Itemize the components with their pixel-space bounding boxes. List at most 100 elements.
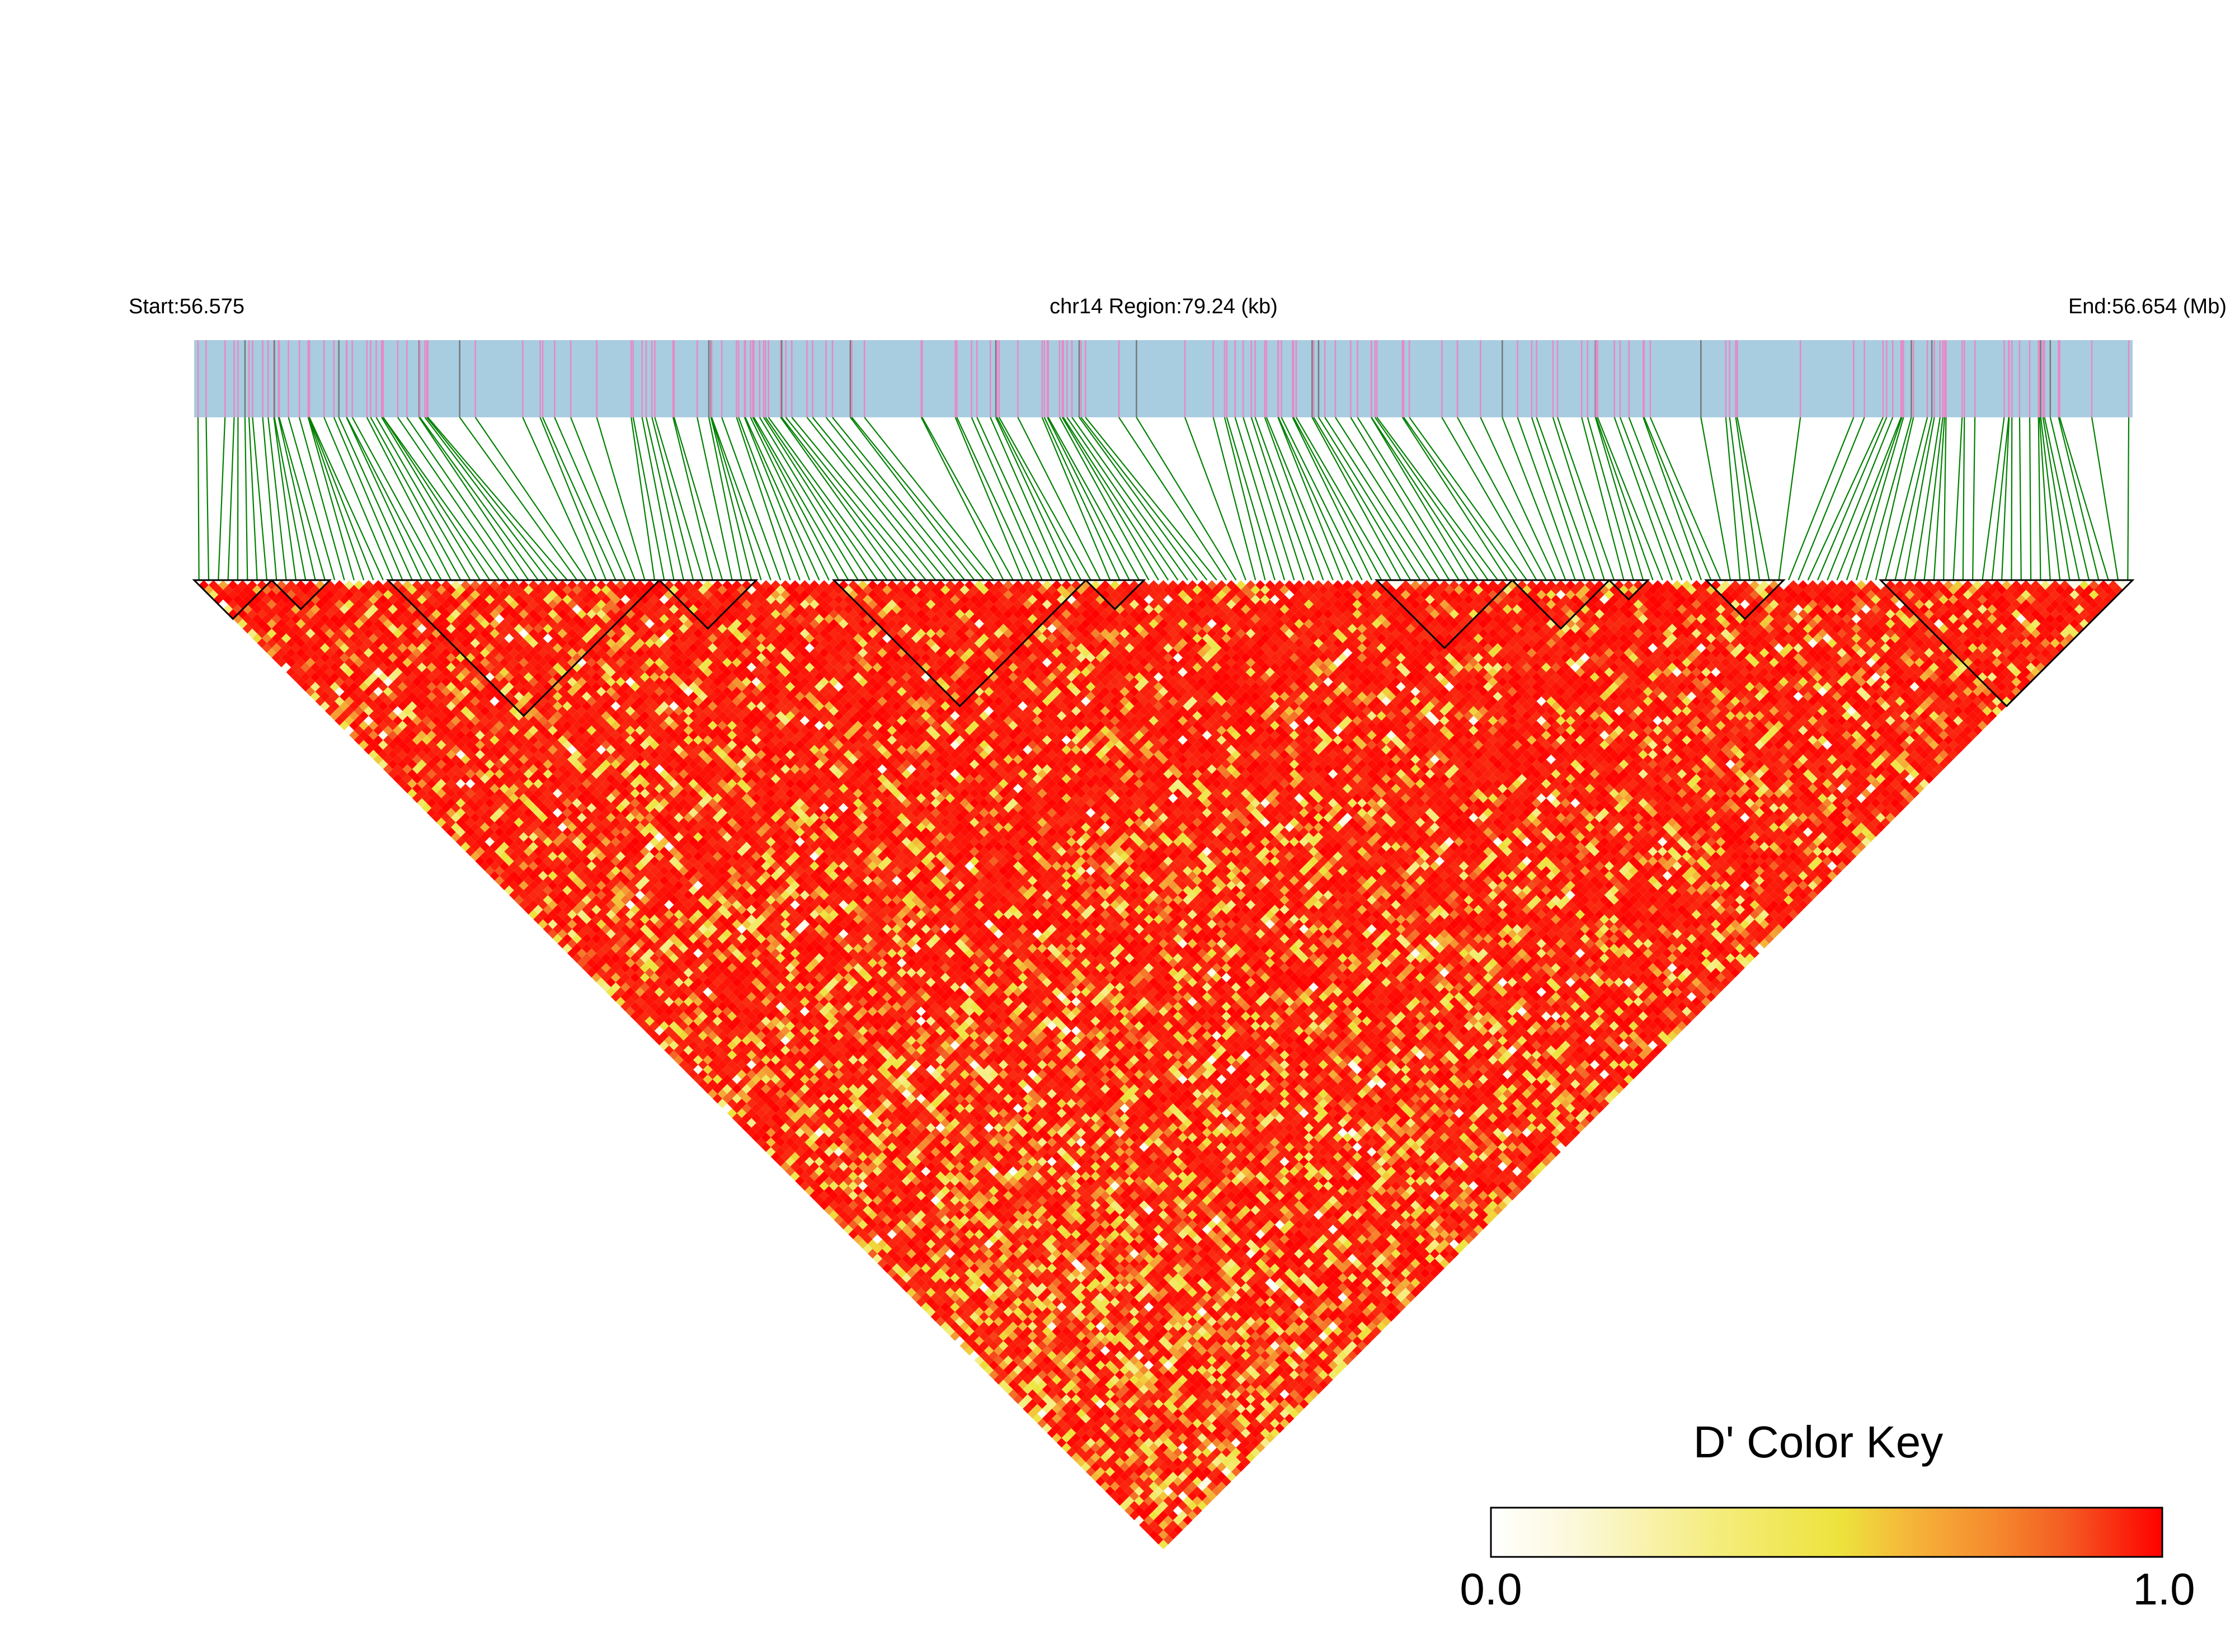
ld-cell [635, 1006, 645, 1016]
ld-cell [877, 1249, 887, 1259]
ld-cell [354, 735, 364, 745]
snp-connector-line [1085, 417, 1217, 581]
snp-connector-line [570, 417, 636, 581]
ld-cell [766, 1137, 776, 1147]
snp-connector-line [2001, 417, 2010, 581]
snp-connector-line [710, 417, 752, 581]
ld-cell [1139, 1510, 1149, 1521]
snp-connector-line [2038, 417, 2041, 581]
ld-cell [533, 885, 543, 896]
snp-connector-line [279, 417, 326, 581]
ld-cell [305, 686, 316, 696]
snp-connector-line [1856, 417, 1904, 581]
ld-cell [945, 1316, 956, 1327]
ld-cell [1134, 1496, 1144, 1506]
ld-cell [935, 1316, 945, 1327]
snp-connector-line [1700, 417, 1731, 581]
region-title: chr14 Region:79.24 (kb) [1050, 295, 1278, 318]
ld-cell [339, 721, 350, 731]
ld-cell [974, 1345, 984, 1356]
snp-connector-line [1079, 417, 1198, 581]
ld-cell [799, 1152, 810, 1162]
ld-cell [484, 846, 495, 856]
ld-cell [1052, 1433, 1062, 1443]
ld-cell [499, 851, 510, 862]
ld-cell [324, 677, 335, 687]
ld-cell [1023, 1394, 1033, 1404]
ld-cell [810, 1190, 820, 1201]
snp-connector-line [539, 417, 607, 581]
ld-cell [863, 1234, 873, 1244]
ld-cell [548, 900, 558, 910]
ld-cell [455, 808, 466, 818]
ld-cell [557, 929, 568, 939]
ld-cell [553, 914, 563, 925]
ld-cell [732, 1094, 742, 1104]
ld-cell [935, 1297, 945, 1307]
ld-cell [315, 667, 325, 677]
snp-connector-line [418, 417, 529, 581]
ld-cell [586, 939, 596, 949]
ld-cell [703, 1074, 713, 1084]
ld-cell [751, 1123, 761, 1133]
snp-connector-line [274, 417, 307, 581]
snp-connector-line [1403, 417, 1518, 581]
snp-connector-line [920, 417, 1004, 581]
ld-cell [567, 929, 577, 939]
snp-connector-line [781, 417, 907, 581]
ld-cell [644, 1025, 655, 1036]
ld-cell [495, 846, 505, 856]
ld-cell [490, 870, 500, 881]
ld-cell [650, 1030, 660, 1041]
ld-cell [388, 769, 398, 779]
snp-connector-line [1184, 417, 1246, 581]
snp-connector-line [1594, 417, 1644, 581]
ld-cell [1085, 1447, 1096, 1457]
snp-connector-line [1350, 417, 1450, 581]
snp-connector-line [424, 417, 549, 581]
ld-cell [1105, 1486, 1115, 1496]
ld-cell [330, 691, 340, 702]
ld-cell [926, 1287, 936, 1298]
ld-cell [383, 745, 393, 755]
ld-cell [1061, 1433, 1071, 1443]
ld-cell [775, 1156, 785, 1167]
snp-connector-line [1043, 417, 1121, 581]
ld-cell [887, 1268, 897, 1278]
ld-cell [654, 1006, 665, 1016]
ld-cell [373, 725, 383, 736]
ld-cell [606, 958, 616, 968]
ld-cell [955, 1326, 965, 1336]
snp-connector-line [956, 417, 1033, 581]
snp-connector-line [2049, 417, 2090, 581]
snp-connector-line [542, 417, 617, 581]
snp-connector-line [427, 417, 568, 581]
ld-cell [945, 1326, 956, 1336]
ld-cell [974, 1356, 984, 1366]
snp-connector-line [1281, 417, 1363, 581]
ld-cell [300, 652, 310, 663]
snp-position-ticks [197, 340, 2130, 417]
ld-cell [1052, 1423, 1062, 1433]
ld-cell [286, 638, 296, 648]
ld-cell [877, 1258, 887, 1269]
ld-cell [659, 1021, 669, 1031]
snp-connector-line [1595, 417, 1654, 581]
snp-connector-line [1278, 417, 1353, 581]
ld-cell [446, 817, 456, 827]
ld-cell [412, 793, 422, 803]
ld-cell [848, 1229, 858, 1240]
ld-cell [979, 1350, 989, 1361]
ld-cell [548, 910, 558, 920]
ld-cell [911, 1292, 921, 1302]
ld-cell [247, 619, 257, 629]
ld-cell [1090, 1462, 1100, 1472]
ld-cell [824, 1205, 834, 1215]
ld-cell [708, 1089, 718, 1099]
ld-cell [722, 1103, 732, 1113]
ld-cell [610, 982, 621, 992]
snp-connector-line [383, 417, 500, 581]
ld-cell [1081, 1452, 1091, 1462]
ld-cell [344, 716, 354, 726]
ld-cell [858, 1210, 868, 1220]
